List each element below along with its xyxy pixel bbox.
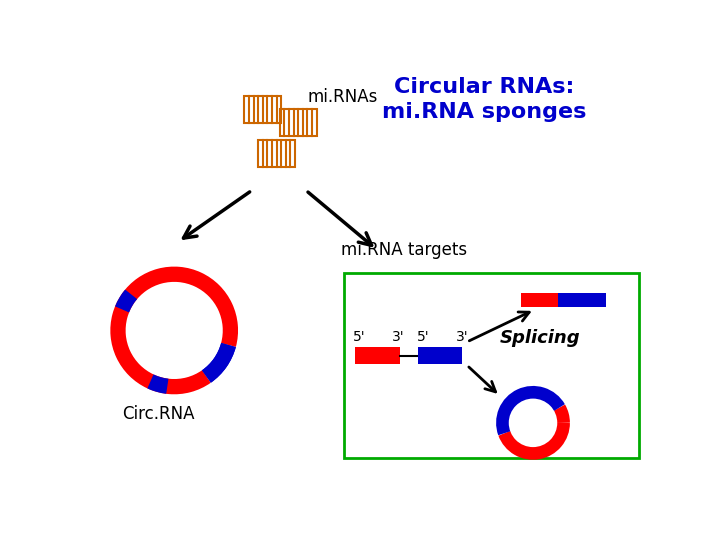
Text: 3': 3': [392, 330, 405, 345]
Circle shape: [123, 279, 225, 382]
Bar: [258, 140, 295, 167]
Circle shape: [509, 399, 557, 447]
Bar: [559, 293, 606, 307]
Bar: [418, 347, 462, 365]
Text: 5': 5': [353, 330, 365, 345]
Bar: [244, 96, 282, 123]
Bar: [355, 347, 400, 365]
Bar: [279, 109, 317, 136]
Bar: [521, 293, 559, 307]
Text: Circular RNAs:
mi.RNA sponges: Circular RNAs: mi.RNA sponges: [382, 77, 587, 122]
Text: mi.RNA targets: mi.RNA targets: [341, 241, 467, 259]
Text: mi.RNAs: mi.RNAs: [307, 88, 378, 106]
Bar: [344, 273, 639, 457]
Text: 3': 3': [456, 330, 469, 345]
Text: Splicing: Splicing: [500, 329, 580, 347]
Text: Circ.RNA: Circ.RNA: [122, 404, 195, 423]
Text: 5': 5': [417, 330, 429, 345]
